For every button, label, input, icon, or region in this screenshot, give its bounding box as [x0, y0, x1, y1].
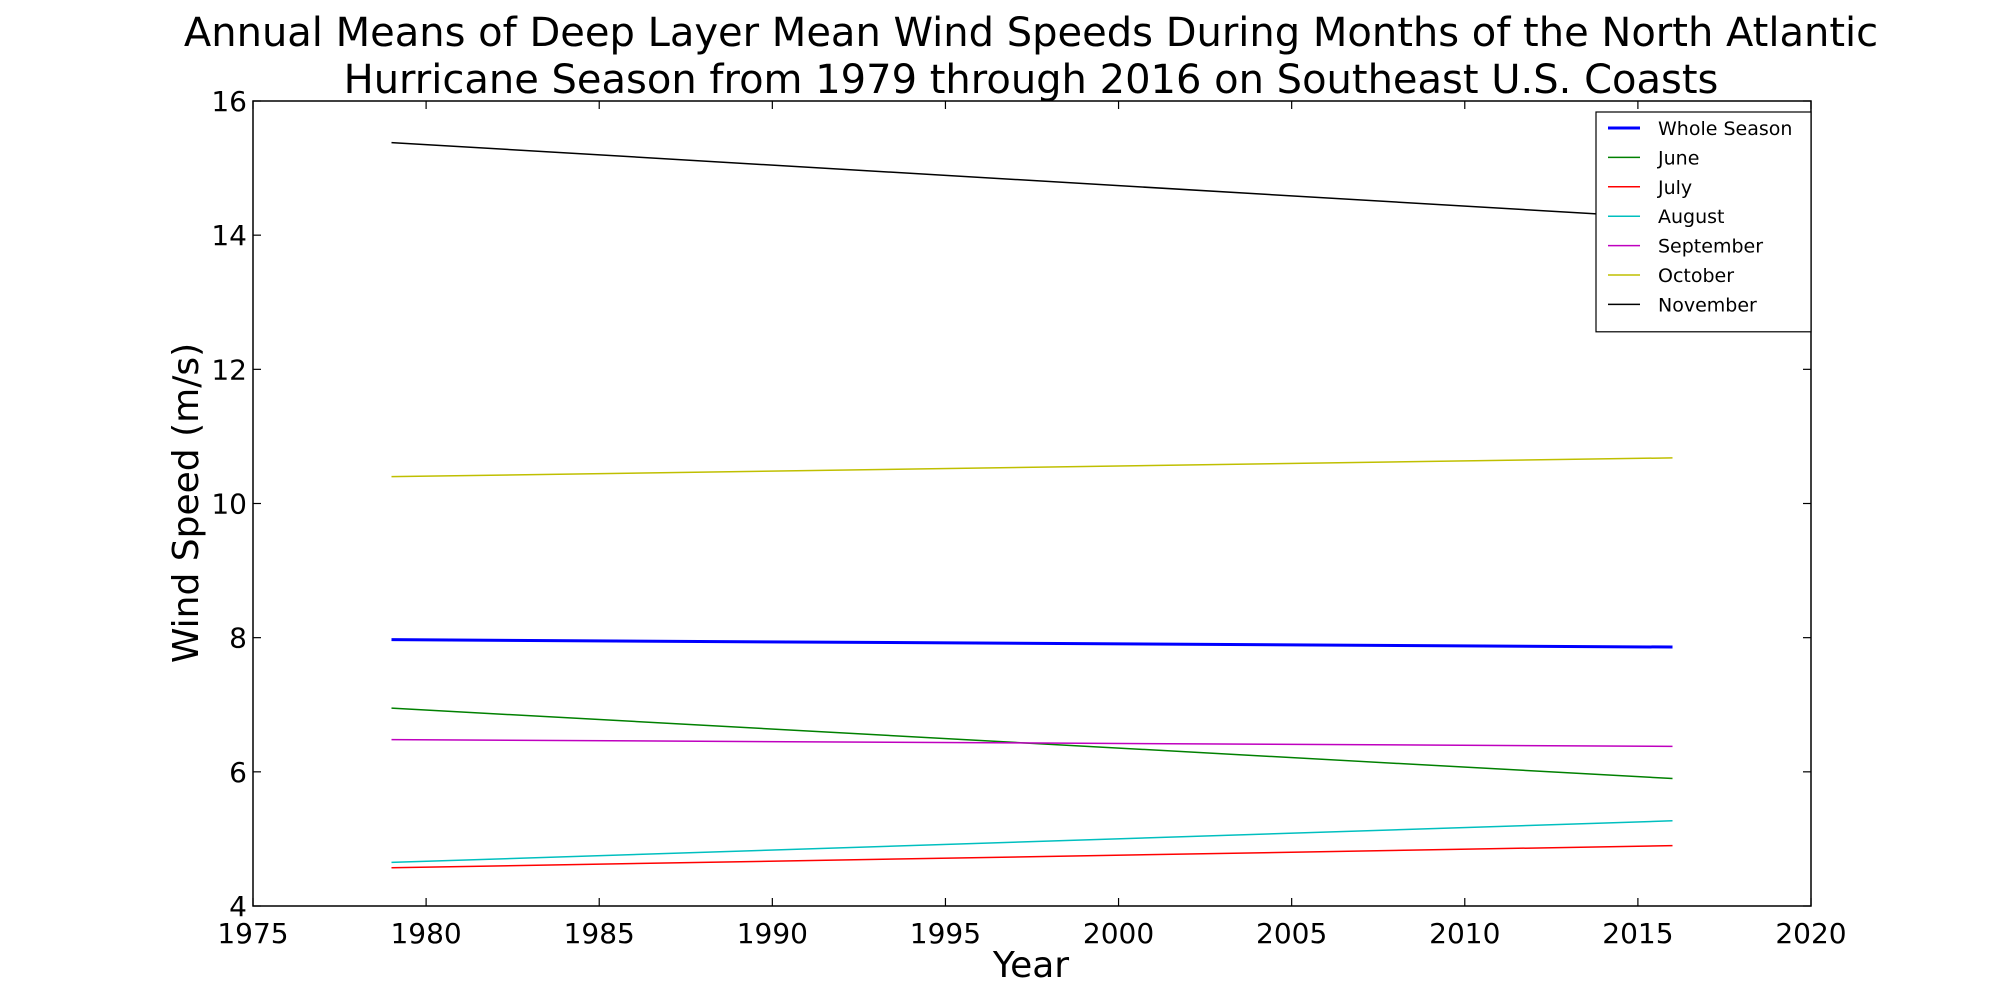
y-axis-label: Wind Speed (m/s)	[166, 343, 207, 663]
series-line-august	[391, 820, 1673, 864]
legend-label: June	[1657, 147, 1699, 169]
legend-label: October	[1658, 265, 1734, 287]
x-tick-label: 1975	[217, 917, 288, 950]
x-tick-label: 1985	[564, 917, 635, 950]
series-layer	[391, 141, 1673, 869]
y-tick-label: 4	[229, 890, 247, 923]
legend-label: Whole Season	[1658, 118, 1792, 140]
plot-frame	[252, 100, 1812, 907]
legend-label: July	[1657, 177, 1692, 199]
series-line-july	[391, 844, 1673, 869]
ticks-layer: 1975 1980 1985 1990 1995 2000 2005 2010 2015 2020…	[211, 85, 1846, 950]
x-tick-label: 1995	[910, 917, 981, 950]
y-tick-label: 16	[211, 85, 247, 118]
y-tick-label: 6	[229, 756, 247, 789]
chart-title-line-1: Annual Means of Deep Layer Mean Wind Spe…	[184, 10, 1878, 56]
y-tick-label: 8	[229, 622, 247, 655]
legend: Whole Season June July August September Octob…	[1595, 111, 1812, 333]
series-line-october	[391, 457, 1673, 478]
legend-label: November	[1658, 294, 1757, 316]
chart-title-line-2: Hurricane Season from 1979 through 2016 …	[344, 57, 1719, 103]
x-tick-label: 2020	[1775, 917, 1846, 950]
series-line-whole-season	[391, 638, 1673, 649]
y-tick-label: 10	[211, 488, 247, 521]
x-tick-label: 1990	[737, 917, 808, 950]
series-line-september	[391, 738, 1673, 748]
x-tick-label: 1980	[390, 917, 461, 950]
legend-label: September	[1658, 236, 1763, 258]
legend-label: August	[1658, 206, 1725, 228]
series-line-november	[391, 141, 1673, 220]
legend-box	[1595, 111, 1812, 333]
x-tick-label: 2005	[1256, 917, 1327, 950]
x-tick-label: 2010	[1429, 917, 1500, 950]
x-tick-label: 2015	[1602, 917, 1673, 950]
y-tick-label: 14	[211, 219, 247, 252]
x-axis-label: Year	[992, 945, 1069, 986]
x-tick-label: 2000	[1083, 917, 1154, 950]
y-tick-label: 12	[211, 353, 247, 386]
